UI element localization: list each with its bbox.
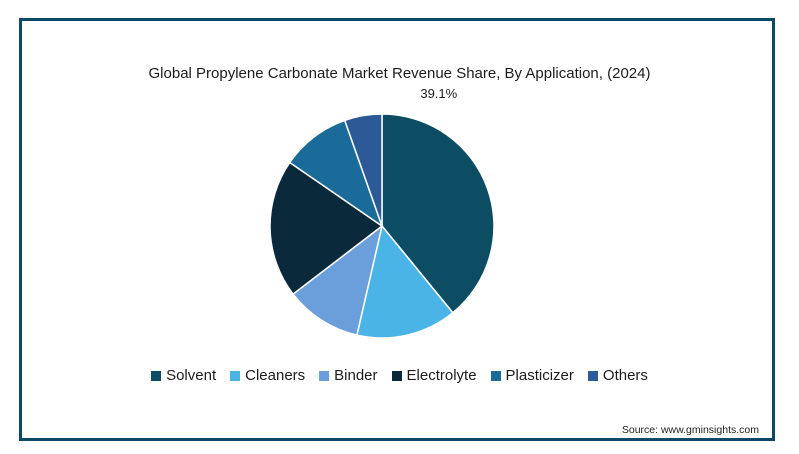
legend-swatch — [490, 370, 501, 381]
legend-swatch — [391, 370, 402, 381]
legend-item-cleaners: Cleaners — [230, 367, 305, 384]
pie-slice-cleaners — [355, 224, 454, 339]
legend-item-electrolyte: Electrolyte — [391, 367, 477, 384]
legend-label: Electrolyte — [406, 367, 477, 384]
legend-swatch — [151, 370, 162, 381]
pie-slice-solvent — [381, 113, 495, 314]
legend-swatch — [230, 370, 241, 381]
data-label-solvent: 39.1% — [420, 86, 457, 101]
legend-swatch — [587, 370, 598, 381]
legend-label: Plasticizer — [505, 367, 574, 384]
legend-label: Others — [602, 367, 648, 384]
legend-item-binder: Binder — [319, 367, 378, 384]
pie-slice-others — [343, 113, 383, 227]
pie-slice-electrolyte — [269, 161, 384, 296]
chart-legend: Solvent Cleaners Binder Electrolyte Plastici… — [0, 367, 799, 384]
source-note: Source: www.gminsights.com — [621, 424, 759, 436]
legend-item-solvent: Solvent — [151, 367, 216, 384]
legend-label: Cleaners — [245, 367, 306, 384]
legend-label: Solvent — [166, 367, 217, 384]
legend-item-plasticizer: Plasticizer — [490, 367, 574, 384]
pie-slice-binder — [292, 224, 384, 337]
legend-item-others: Others — [587, 367, 648, 384]
legend-swatch — [319, 370, 330, 381]
legend-label: Binder — [334, 367, 378, 384]
chart-title: Global Propylene Carbonate Market Revenu… — [148, 65, 651, 82]
